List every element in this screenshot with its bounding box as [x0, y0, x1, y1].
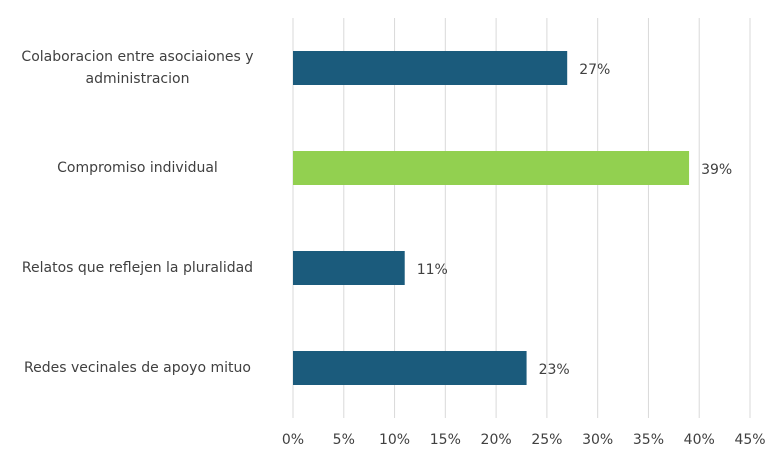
x-tick-label: 30%	[582, 432, 613, 448]
category-label: Colaboracion entre asociaiones y adminis…	[21, 49, 254, 87]
x-tick-label: 10%	[379, 432, 410, 448]
category-label: Relatos que reflejen la pluralidad	[21, 260, 254, 276]
x-tick-label: 0%	[282, 432, 304, 448]
x-tick-label: 15%	[430, 432, 461, 448]
value-label: 27%	[579, 62, 610, 78]
category-label: Redes vecinales de apoyo mituo	[24, 360, 251, 376]
bar	[293, 351, 527, 385]
value-label: 11%	[417, 262, 448, 278]
x-tick-label: 5%	[333, 432, 355, 448]
bar	[293, 251, 405, 285]
value-label: 23%	[539, 362, 570, 378]
bar	[293, 51, 568, 85]
category-label: Compromiso individual	[57, 160, 218, 176]
x-tick-label: 20%	[481, 432, 512, 448]
x-tick-label: 35%	[633, 432, 664, 448]
bar	[293, 151, 690, 185]
x-tick-label: 25%	[531, 432, 562, 448]
x-tick-label: 45%	[734, 432, 765, 448]
x-tick-label: 40%	[684, 432, 715, 448]
value-label: 39%	[701, 162, 732, 178]
